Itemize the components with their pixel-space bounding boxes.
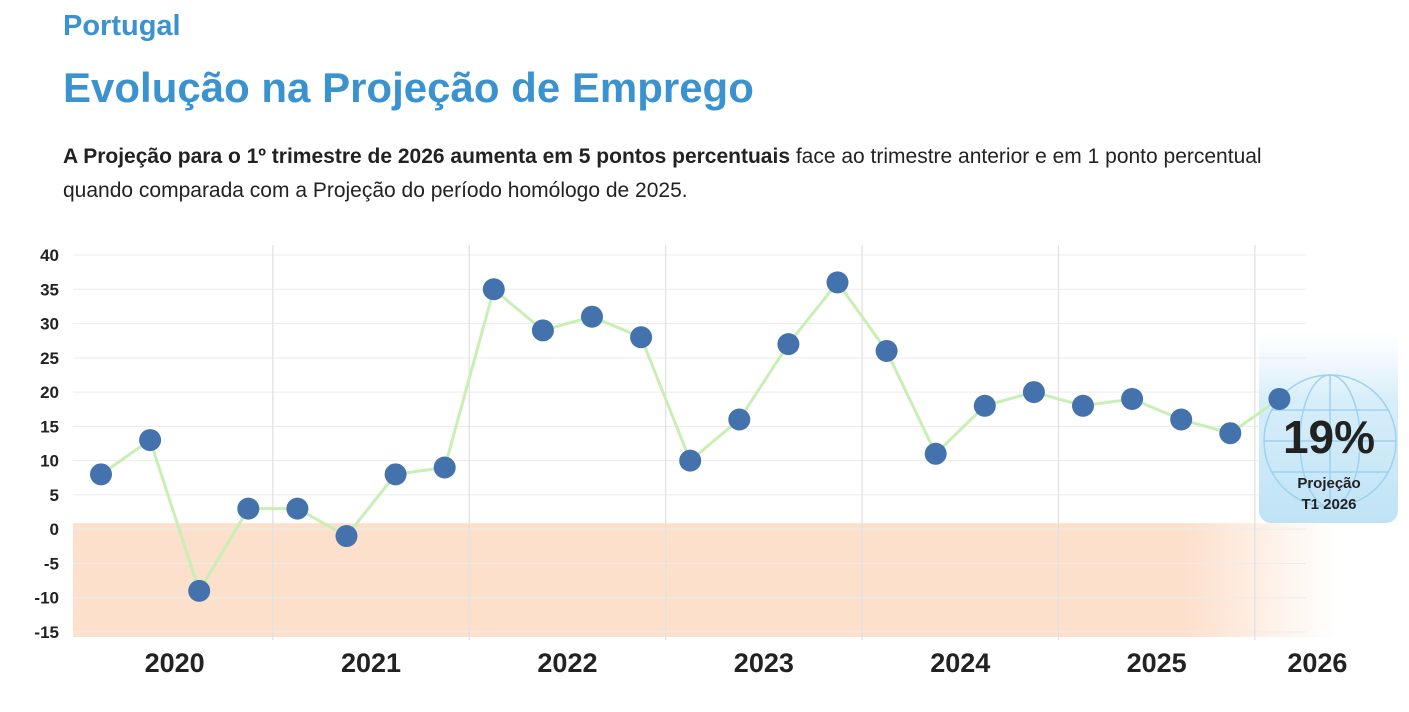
data-point-T3-2021 — [384, 463, 407, 486]
summary-text: A Projeção para o 1º trimestre de 2026 a… — [63, 140, 1283, 208]
data-point-T4-2020 — [237, 497, 260, 520]
y-tick-label: 0 — [50, 520, 59, 539]
data-point-T1-2020 — [90, 463, 112, 486]
data-point-T1-2024 — [875, 339, 898, 362]
x-tick-label-2023: 2023 — [734, 648, 794, 678]
callout-label-line2: T1 2026 — [1301, 496, 1356, 513]
x-tick-label-2020: 2020 — [145, 648, 205, 678]
data-point-T2-2024 — [924, 442, 947, 465]
data-point-T1-2021 — [286, 497, 309, 520]
data-point-T3-2024 — [973, 394, 996, 417]
y-tick-label: 35 — [40, 280, 59, 299]
y-tick-label: 5 — [50, 486, 59, 505]
data-point-T1-2026 — [1268, 387, 1291, 410]
x-tick-label-2022: 2022 — [537, 648, 597, 678]
summary-bold: A Projeção para o 1º trimestre de 2026 a… — [63, 145, 790, 168]
data-point-T2-2021 — [335, 525, 358, 548]
y-tick-label: 10 — [40, 452, 59, 471]
callout-box — [1259, 330, 1398, 523]
employment-outlook-chart: 19% Projeção T1 2026 40 35 30 25 20 15 10 5 0 -5 -… — [34, 245, 1398, 678]
data-point-T3-2025 — [1170, 408, 1193, 431]
y-tick-label: 30 — [40, 315, 59, 334]
data-point-T2-2020 — [139, 429, 162, 452]
page-title: Evolução na Projeção de Emprego — [63, 64, 754, 111]
data-point-T1-2022 — [482, 278, 505, 301]
data-point-T1-2023 — [679, 449, 702, 472]
data-point-T4-2024 — [1022, 381, 1045, 404]
projection-callout: 19% Projeção T1 2026 — [1259, 330, 1398, 523]
y-tick-label: -15 — [34, 623, 59, 642]
data-point-T4-2022 — [630, 326, 653, 349]
x-tick-label-2024: 2024 — [930, 648, 990, 678]
data-point-T2-2022 — [531, 319, 554, 342]
x-tick-label-2021: 2021 — [341, 648, 401, 678]
summary-rest: face ao trimestre anterior e em 1 ponto … — [63, 145, 1262, 202]
callout-label-line1: Projeção — [1297, 475, 1360, 492]
data-point-T2-2025 — [1121, 387, 1144, 410]
data-point-T1-2025 — [1072, 394, 1094, 417]
data-point-T2-2023 — [728, 408, 751, 431]
data-point-T4-2021 — [433, 456, 456, 479]
data-point-T3-2022 — [581, 305, 603, 328]
y-tick-label: 20 — [40, 383, 59, 402]
data-point-T3-2023 — [777, 333, 800, 356]
data-point-T3-2020 — [188, 579, 211, 602]
negative-band — [73, 523, 1338, 637]
country-label: Portugal — [63, 10, 181, 42]
callout-value: 19% — [1283, 411, 1375, 463]
y-tick-label: -10 — [34, 589, 59, 608]
y-tick-label: 25 — [40, 349, 59, 368]
data-point-T4-2025 — [1219, 422, 1242, 445]
y-tick-label: -5 — [44, 554, 59, 573]
x-tick-label-2025: 2025 — [1127, 648, 1187, 678]
y-tick-label: 40 — [40, 246, 59, 265]
x-tick-label-2026: 2026 — [1287, 648, 1347, 678]
y-tick-label: 15 — [40, 417, 59, 436]
data-point-T4-2023 — [826, 271, 849, 294]
globe-icon — [1263, 374, 1397, 508]
